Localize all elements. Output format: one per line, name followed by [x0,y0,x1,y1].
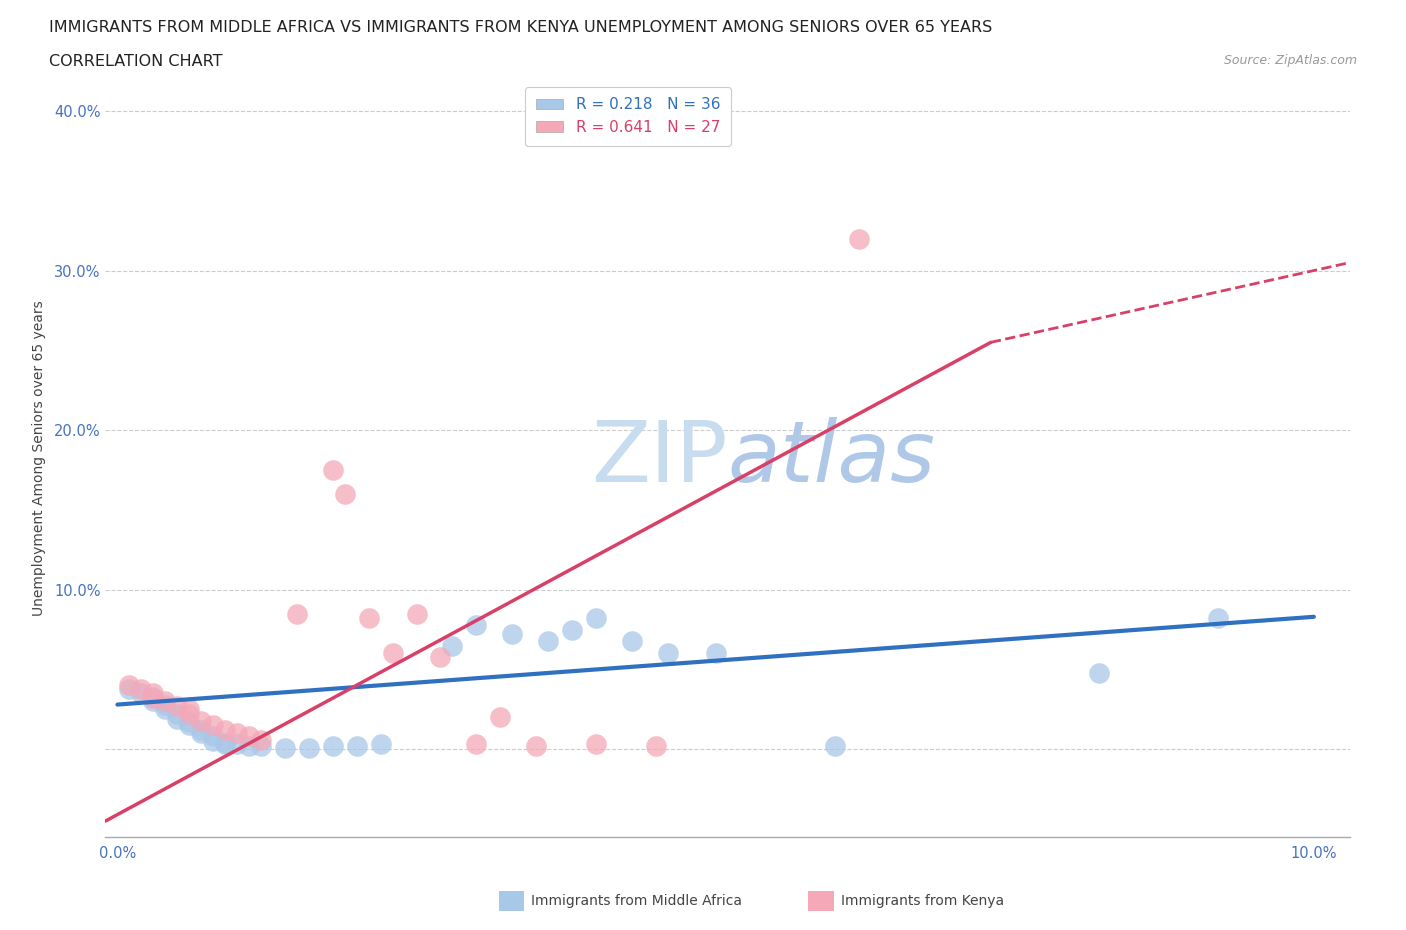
Point [190,713,212,728]
Point [322,462,344,477]
Point [214,737,236,751]
Point [238,729,260,744]
Point [190,725,212,740]
Point [848,232,870,246]
Point [298,740,321,755]
Point [250,738,273,753]
Point [166,698,188,713]
Point [155,698,177,712]
Point [333,486,356,501]
Point [537,633,560,648]
Point [381,646,404,661]
Y-axis label: Unemployment Among Seniors over 65 years: Unemployment Among Seniors over 65 years [31,300,45,616]
Point [524,738,547,753]
Text: atlas: atlas [728,417,935,499]
Point [489,710,512,724]
Text: ZIP: ZIP [591,417,728,499]
Text: IMMIGRANTS FROM MIDDLE AFRICA VS IMMIGRANTS FROM KENYA UNEMPLOYMENT AMONG SENIOR: IMMIGRANTS FROM MIDDLE AFRICA VS IMMIGRA… [49,20,993,35]
Point [346,738,368,753]
Point [704,646,727,661]
Point [405,606,427,621]
Point [214,736,236,751]
Point [131,681,153,696]
Point [214,723,236,737]
Point [370,737,392,751]
Point [166,711,188,726]
Point [441,638,464,653]
Point [585,611,607,626]
Point [1206,611,1229,626]
Point [585,737,607,751]
Point [190,723,212,737]
Point [501,627,523,642]
Point [142,686,165,701]
Point [179,702,201,717]
Point [226,725,249,740]
Point [824,738,846,753]
Point [142,694,165,709]
Point [1087,665,1109,680]
Point [226,737,249,751]
Point [155,702,177,717]
Point [155,694,177,709]
Point [118,681,141,696]
Point [179,707,201,722]
Point [142,691,165,706]
Point [285,606,308,621]
Point [561,622,583,637]
Point [357,611,380,626]
Point [657,646,679,661]
Point [202,734,225,749]
Point [202,718,225,733]
Point [620,633,643,648]
Point [644,738,666,753]
Text: CORRELATION CHART: CORRELATION CHART [49,54,222,69]
Point [250,732,273,747]
Point [142,689,165,704]
Point [166,707,188,722]
Point [465,618,488,632]
Point [118,678,141,693]
Point [429,649,451,664]
Legend: R = 0.218   N = 36, R = 0.641   N = 27: R = 0.218 N = 36, R = 0.641 N = 27 [526,86,731,146]
Point [131,686,153,701]
Point [179,718,201,733]
Text: Source: ZipAtlas.com: Source: ZipAtlas.com [1223,54,1357,67]
Point [179,714,201,729]
Text: Immigrants from Middle Africa: Immigrants from Middle Africa [531,894,742,909]
Point [274,740,297,755]
Point [238,738,260,753]
Point [322,738,344,753]
Point [202,729,225,744]
Text: Immigrants from Kenya: Immigrants from Kenya [841,894,1004,909]
Point [465,737,488,751]
